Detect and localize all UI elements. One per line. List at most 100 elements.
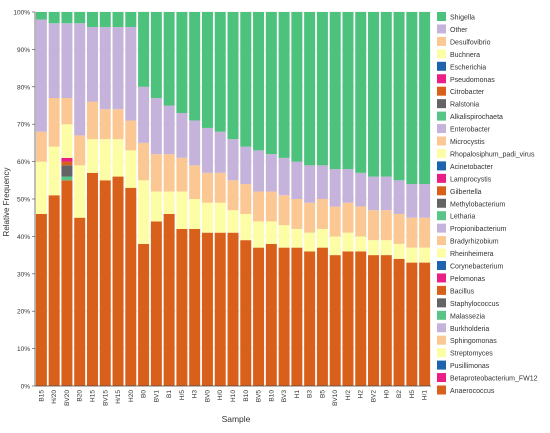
bar-segment-buchnera	[138, 180, 150, 244]
bar-segment-citrobacter	[61, 161, 73, 166]
x-tick-label: H/2	[345, 390, 352, 401]
legend-swatch	[437, 310, 446, 320]
x-tick-label: BV2	[371, 390, 378, 403]
bar-segment-anaerococcus	[380, 255, 392, 386]
bar-segment-buchnera	[342, 232, 354, 252]
bar-segment-buchnera	[214, 202, 226, 233]
bar-segment-other	[86, 26, 98, 102]
bar-segment-pseudomonas	[61, 157, 73, 162]
legend-label: Methylobacterium	[450, 201, 505, 208]
bar-segment-desulfovibrio	[380, 210, 392, 241]
x-tick-label: H10	[230, 390, 237, 402]
bar-segment-buchnera	[125, 150, 137, 188]
y-tick-label: 30%	[17, 271, 30, 278]
bar-segment-shigella	[393, 12, 405, 181]
legend-swatch	[437, 49, 446, 59]
bar-segment-shigella	[112, 12, 124, 27]
legend-label: Betaproteobacterium_FW12	[450, 376, 538, 383]
bar-segment-shigella	[176, 12, 188, 113]
bar-segment-other	[48, 23, 60, 99]
legend-swatch	[437, 335, 446, 345]
bar-segment-buchnera	[329, 236, 341, 256]
legend-swatch	[437, 36, 446, 46]
legend-swatch	[437, 173, 446, 183]
bar-segment-anaerococcus	[304, 251, 316, 386]
x-tick-label: H/20	[51, 390, 58, 404]
bar-segment-shigella	[138, 12, 150, 87]
bar-segment-desulfovibrio	[112, 109, 124, 140]
legend-swatch	[437, 61, 446, 71]
bar-segment-shigella	[291, 12, 303, 162]
bar-segment-buchnera	[355, 236, 367, 252]
bar-segment-anaerococcus	[48, 195, 60, 386]
legend-label: Malassezia	[450, 313, 485, 320]
bar-segment-shigella	[163, 12, 175, 106]
x-tick-label: B3	[307, 390, 314, 398]
bar-segment-desulfovibrio	[265, 191, 277, 222]
legend-swatch	[437, 348, 446, 358]
bar-segment-other	[176, 112, 188, 158]
x-tick-label: B10	[243, 390, 250, 402]
bar-segment-buchnera	[265, 221, 277, 244]
x-tick-label: B1	[166, 390, 173, 398]
bar-segment-shigella	[316, 12, 328, 166]
bar-segment-shigella	[368, 12, 380, 177]
bar-segment-anaerococcus	[253, 247, 265, 386]
legend-label: Pelomonas	[450, 276, 486, 283]
bar-segment-desulfovibrio	[291, 199, 303, 229]
legend-label: Rhopalosiphum_padi_virus	[450, 151, 535, 158]
bar-segment-desulfovibrio	[329, 206, 341, 237]
bar-segment-shigella	[342, 12, 354, 170]
legend-swatch	[437, 124, 446, 134]
legend-label: Escherichia	[450, 64, 486, 71]
x-tick-label: BV0	[204, 390, 211, 403]
x-tick-label: H/1	[422, 390, 429, 401]
x-tick-label: H15	[89, 390, 96, 402]
bar-segment-desulfovibrio	[316, 199, 328, 229]
legend-swatch	[437, 136, 446, 146]
legend-label: Bradyrhizobium	[450, 239, 499, 246]
x-tick-label: B15	[38, 390, 45, 402]
x-tick-label: BV15	[102, 390, 109, 406]
legend-swatch	[437, 12, 446, 21]
bar-segment-desulfovibrio	[61, 98, 73, 125]
legend-swatch	[437, 385, 446, 395]
bar-segment-desulfovibrio	[253, 191, 265, 222]
legend-label: Ralstonia	[450, 102, 479, 109]
bar-segment-anaerococcus	[240, 240, 252, 386]
legend-swatch	[437, 186, 446, 196]
bar-segment-shigella	[125, 12, 137, 27]
legend-label: Shigella	[450, 15, 475, 22]
bar-segment-desulfovibrio	[125, 120, 137, 151]
bar-segment-shigella	[150, 12, 162, 99]
bar-segment-anaerococcus	[99, 180, 111, 386]
legend-label: Enterobacter	[450, 127, 491, 134]
legend-swatch	[437, 273, 446, 283]
x-tick-label: B10	[268, 390, 275, 402]
bar-segment-desulfovibrio	[138, 142, 150, 181]
bar-segment-other	[419, 184, 431, 218]
bar-segment-anaerococcus	[342, 251, 354, 386]
legend-label: Sphingomonas	[450, 338, 497, 345]
bar-segment-other	[150, 98, 162, 155]
legend-swatch	[437, 360, 446, 370]
bar-segment-shigella	[240, 12, 252, 147]
bar-segment-anaerococcus	[214, 232, 226, 386]
legend-swatch	[437, 198, 446, 208]
x-tick-label: H2	[358, 390, 365, 399]
bar-segment-other	[201, 127, 213, 173]
bar-segment-other	[253, 150, 265, 192]
bar-segment-other	[227, 139, 239, 181]
y-tick-label: 0%	[21, 384, 31, 391]
bar-segment-anaerococcus	[125, 187, 137, 386]
bar-segment-buchnera	[240, 213, 252, 241]
x-tick-label: H5	[409, 390, 416, 399]
y-tick-label: 40%	[17, 234, 30, 241]
legend-swatch	[437, 161, 446, 171]
legend-label: Microcystis	[450, 139, 485, 146]
bar-segment-shigella	[86, 12, 98, 27]
bar-segment-anaerococcus	[368, 255, 380, 386]
bar-segment-anaerococcus	[291, 247, 303, 386]
x-tick-label: H0	[383, 390, 390, 399]
bar-segment-other	[61, 23, 73, 99]
